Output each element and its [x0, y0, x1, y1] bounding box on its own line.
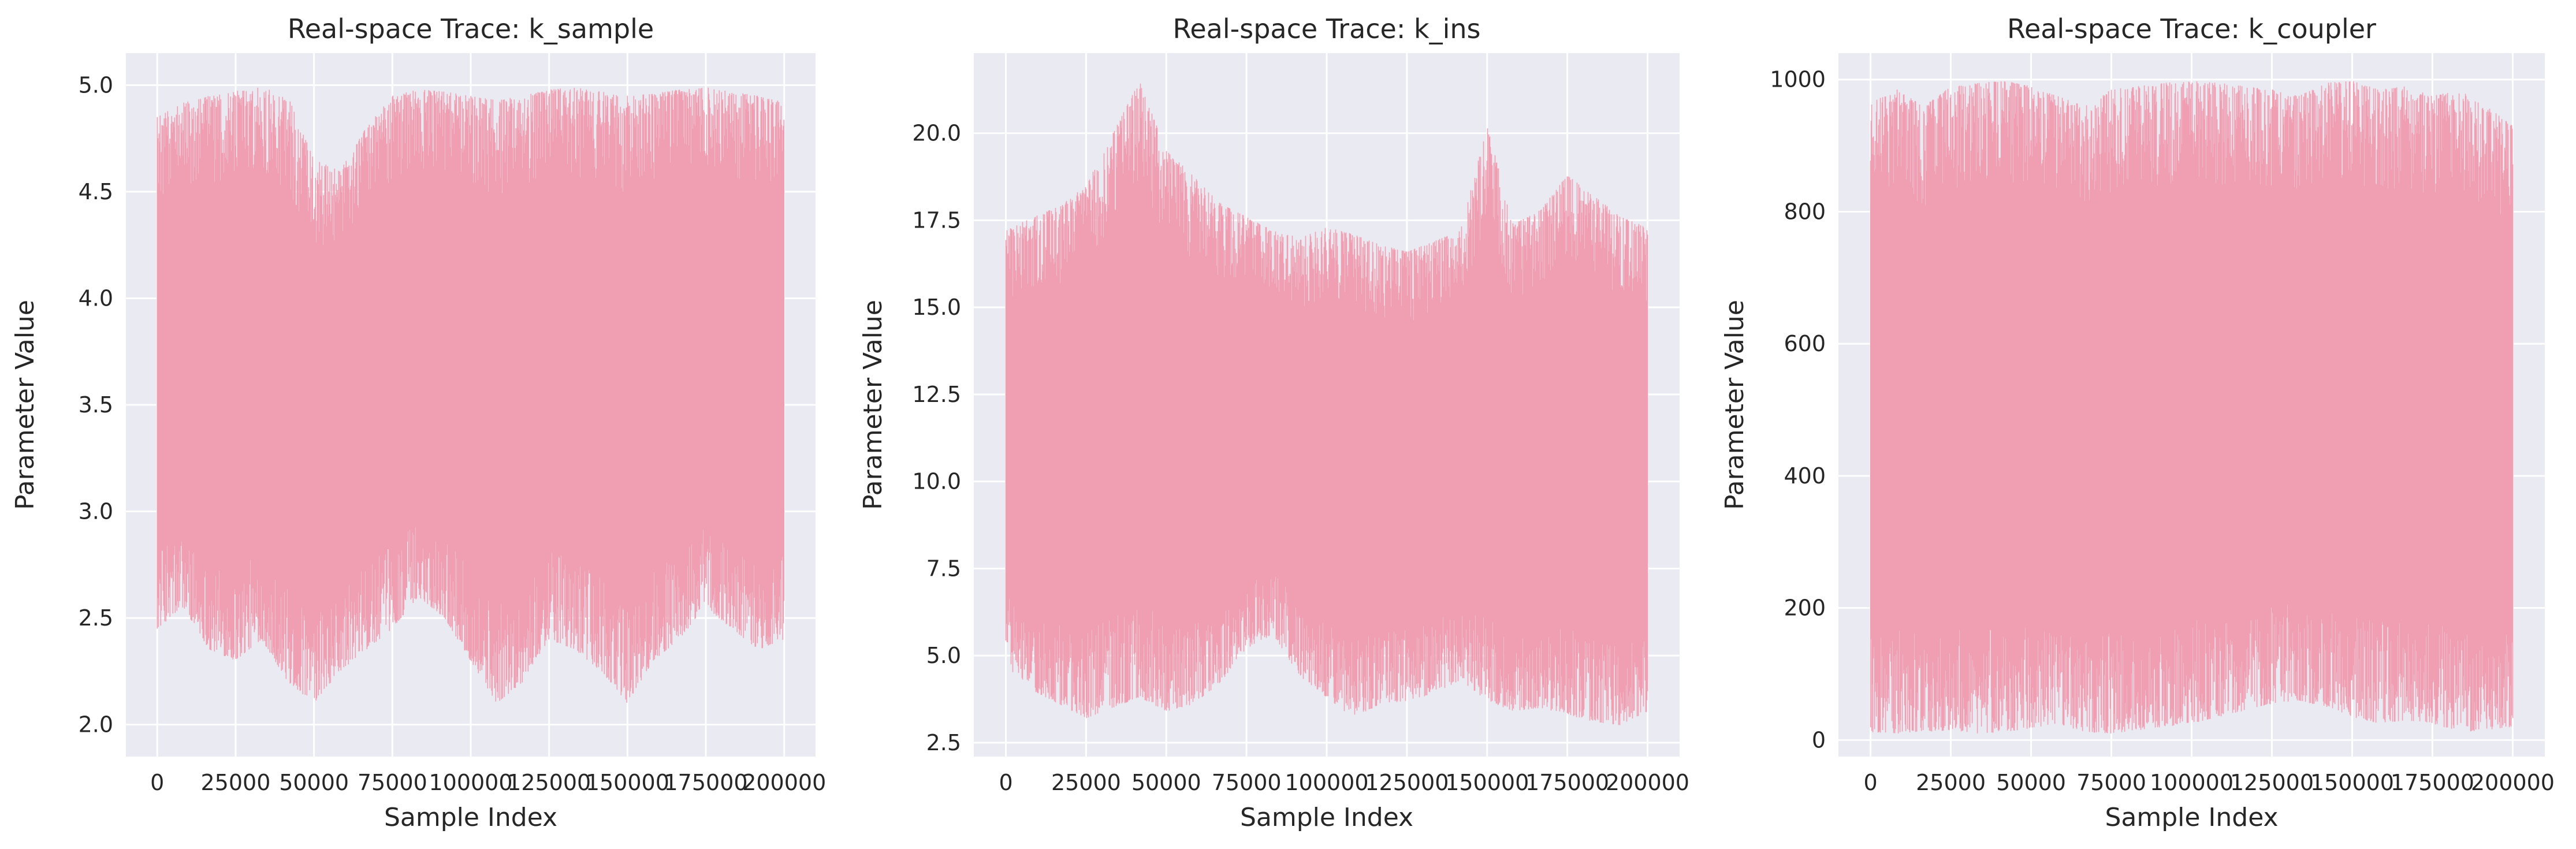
trace-band — [157, 170, 784, 617]
x-axis-label: Sample Index — [2105, 803, 2278, 832]
y-tick-label: 200 — [1784, 595, 1826, 621]
x-tick-label: 0 — [999, 770, 1012, 795]
x-tick-label: 25000 — [1916, 770, 1986, 795]
x-tick-label: 150000 — [2310, 770, 2394, 795]
trace-band — [1006, 182, 1648, 644]
y-tick-label: 3.0 — [79, 499, 113, 524]
y-tick-label: 400 — [1784, 463, 1826, 489]
x-tick-label: 125000 — [507, 770, 591, 795]
x-tick-label: 25000 — [201, 770, 271, 795]
x-tick-label: 75000 — [2076, 770, 2146, 795]
x-tick-label: 200000 — [2471, 770, 2555, 795]
x-tick-label: 175000 — [664, 770, 748, 795]
x-axis-label: Sample Index — [384, 803, 557, 832]
y-tick-label: 2.5 — [926, 730, 961, 755]
y-tick-label: 12.5 — [912, 382, 961, 407]
x-tick-label: 200000 — [1606, 770, 1689, 795]
y-ticks: 2.5 5.0 7.5 10.0 12.5 15.0 17.5 20.0 — [912, 121, 961, 755]
x-tick-label: 50000 — [1131, 770, 1201, 795]
x-tick-label: 75000 — [358, 770, 427, 795]
y-axis-label: Parameter Value — [1720, 300, 1749, 510]
x-tick-label: 50000 — [279, 770, 349, 795]
x-tick-label: 75000 — [1212, 770, 1282, 795]
x-tick-label: 125000 — [1365, 770, 1449, 795]
x-tick-label: 100000 — [1285, 770, 1368, 795]
y-tick-label: 5.0 — [79, 72, 113, 98]
y-tick-label: 17.5 — [912, 207, 961, 233]
y-tick-label: 10.0 — [912, 469, 961, 494]
y-tick-label: 2.0 — [79, 712, 113, 738]
x-ticks: 0 25000 50000 75000 100000125000150000175000… — [150, 770, 826, 795]
x-tick-label: 200000 — [742, 770, 826, 795]
y-ticks: 0 200 400 600 800 1000 — [1770, 67, 1826, 753]
panel-k-ins: 0 25000 50000 75000 100000125000150000175000… — [858, 13, 1689, 832]
chart-title: Real-space Trace: k_sample — [288, 13, 654, 44]
x-tick-label: 25000 — [1051, 770, 1121, 795]
x-tick-label: 100000 — [429, 770, 512, 795]
y-tick-label: 2.5 — [79, 605, 113, 631]
y-tick-label: 3.5 — [79, 392, 113, 418]
x-ticks: 0 25000 50000 75000 100000125000150000175000… — [1863, 770, 2554, 795]
trace-band — [1870, 183, 2513, 632]
x-tick-label: 175000 — [2391, 770, 2474, 795]
trace — [157, 87, 785, 703]
chart-title: Real-space Trace: k_ins — [1172, 13, 1480, 44]
x-axis-label: Sample Index — [1240, 803, 1413, 832]
y-tick-label: 600 — [1784, 331, 1826, 356]
y-tick-label: 15.0 — [912, 295, 961, 320]
y-axis-label: Parameter Value — [10, 300, 40, 510]
x-tick-label: 150000 — [1445, 770, 1529, 795]
y-tick-label: 20.0 — [912, 121, 961, 146]
x-tick-label: 50000 — [1996, 770, 2066, 795]
y-tick-label: 7.5 — [926, 556, 961, 581]
y-tick-label: 4.0 — [79, 285, 113, 311]
x-tick-label: 175000 — [1525, 770, 1609, 795]
chart-title: Real-space Trace: k_coupler — [2007, 13, 2376, 44]
y-tick-label: 0 — [1812, 727, 1826, 753]
y-ticks: 2.0 2.5 3.0 3.5 4.0 4.5 5.0 — [79, 72, 113, 737]
y-tick-label: 1000 — [1770, 67, 1826, 92]
x-tick-label: 0 — [150, 770, 164, 795]
panel-k-coupler: 0 25000 50000 75000 100000125000150000175000… — [1720, 13, 2555, 832]
trace — [1870, 81, 2514, 733]
x-ticks: 0 25000 50000 75000 100000125000150000175000… — [999, 770, 1689, 795]
y-tick-label: 4.5 — [79, 179, 113, 204]
y-axis-label: Parameter Value — [858, 300, 888, 510]
y-tick-label: 5.0 — [926, 643, 961, 668]
panel-k-sample: 0 25000 50000 75000 100000125000150000175000… — [10, 13, 826, 832]
x-tick-label: 100000 — [2150, 770, 2233, 795]
x-tick-label: 0 — [1863, 770, 1877, 795]
x-tick-label: 150000 — [586, 770, 669, 795]
y-tick-label: 800 — [1784, 199, 1826, 224]
x-tick-label: 125000 — [2230, 770, 2314, 795]
trace — [1005, 83, 1648, 725]
